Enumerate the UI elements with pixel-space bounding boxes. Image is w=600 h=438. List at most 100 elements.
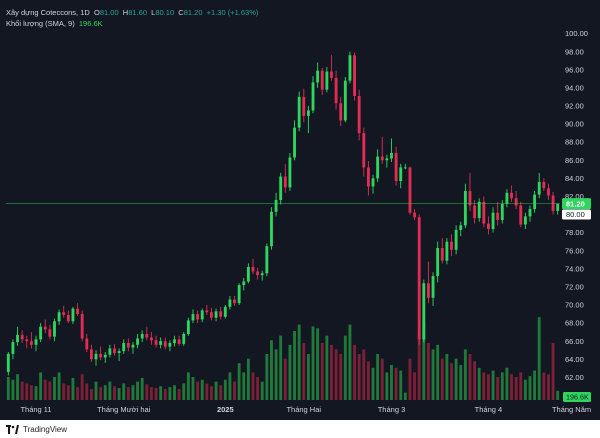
volume-bar — [440, 358, 444, 400]
volume-bar — [362, 349, 366, 400]
candle-body — [219, 311, 223, 317]
candle — [182, 332, 186, 346]
candle — [76, 303, 79, 316]
candle-body — [500, 203, 504, 220]
candle-body — [196, 314, 200, 320]
candle-body — [505, 192, 509, 204]
candle — [450, 234, 453, 257]
current-price-tag-bg — [562, 209, 591, 220]
volume-bar — [182, 383, 186, 400]
candle-body — [200, 310, 204, 320]
candle — [279, 172, 283, 205]
candle-body — [417, 217, 421, 340]
candle-body — [288, 157, 292, 188]
time-axis[interactable]: Tháng 11 Tháng Mười hai 2025 Tháng Hai Tháng… — [20, 405, 600, 414]
candle-body — [390, 153, 393, 159]
current-price-tag: 80.00 — [566, 210, 585, 219]
price-axis[interactable]: 60.0062.0064.0066.0068.0070.0072.0074.00… — [562, 29, 591, 402]
candle-body — [25, 339, 29, 342]
footer-branding[interactable]: TradingView — [6, 423, 67, 436]
candlestick-chart[interactable]: 60.0062.0064.0066.0068.0070.0072.0074.00… — [0, 0, 600, 420]
candle — [440, 238, 444, 264]
candle — [16, 326, 19, 346]
volume-bar — [371, 367, 375, 400]
volume-bar — [57, 372, 61, 400]
candle — [265, 243, 269, 277]
volume-bar — [366, 361, 370, 400]
volume-bar — [131, 385, 135, 400]
candle-body — [297, 96, 301, 128]
candle-body — [186, 320, 190, 334]
candle — [547, 183, 550, 201]
volume-bar — [53, 377, 56, 400]
brand-name: TradingView — [23, 425, 68, 434]
candle-body — [542, 181, 546, 189]
volume-bar — [283, 358, 287, 400]
candle — [297, 91, 301, 132]
volume-bar — [11, 379, 15, 400]
volume-bar — [353, 344, 356, 400]
candle — [390, 138, 393, 163]
candle-body — [477, 201, 481, 219]
volume-bar — [191, 377, 195, 400]
volume-bar — [251, 372, 255, 400]
candle-body — [283, 176, 287, 188]
volume-bar — [482, 372, 486, 400]
candle-body — [426, 283, 430, 298]
candle — [6, 352, 10, 376]
volume-bar — [491, 370, 495, 400]
volume-bar — [445, 354, 449, 400]
candle — [487, 216, 490, 235]
candle — [113, 343, 116, 356]
volume-bar — [43, 379, 47, 400]
volume-bar — [200, 379, 204, 400]
volume-bar — [99, 387, 103, 400]
volume-bar — [376, 354, 380, 400]
candle — [214, 308, 218, 322]
candle — [103, 352, 107, 363]
candle-body — [11, 342, 15, 354]
volume-bar — [468, 354, 472, 400]
volume-bar — [6, 377, 10, 400]
candle — [399, 163, 403, 189]
price-tick-label: 62.00 — [565, 373, 584, 382]
candle — [491, 207, 495, 233]
volume-bar — [357, 354, 361, 400]
volume-bar — [159, 386, 163, 400]
volume-bar — [422, 321, 426, 400]
change-value: +1.30 (+1.63%) — [206, 8, 259, 17]
candle-body — [311, 82, 315, 111]
volume-bar — [473, 361, 477, 400]
candle-body — [510, 192, 513, 199]
candle — [510, 185, 513, 202]
candle-body — [214, 311, 218, 318]
candle-body — [113, 348, 116, 353]
candle-body — [237, 285, 241, 304]
candle — [62, 305, 66, 318]
candle — [468, 172, 472, 211]
candle — [53, 318, 56, 342]
volume-bar — [343, 335, 347, 400]
candle — [223, 305, 227, 319]
candle — [371, 174, 375, 194]
candle — [334, 70, 338, 110]
volume-bar — [533, 370, 537, 400]
volume-bar — [547, 374, 550, 400]
candle — [136, 333, 139, 349]
volume-bar — [380, 358, 384, 400]
candle-body — [523, 216, 527, 225]
volume-bar — [334, 349, 338, 400]
candle — [251, 258, 255, 275]
candle-body — [34, 339, 38, 345]
volume-bar — [537, 317, 541, 400]
candle — [186, 317, 190, 336]
candle-body — [528, 209, 532, 217]
candle-body — [85, 338, 89, 350]
candle-body — [440, 248, 444, 261]
volume-bar — [551, 342, 555, 400]
candle — [445, 238, 449, 265]
volume-bar — [145, 384, 149, 400]
candle-body — [385, 158, 389, 161]
volume-bar — [168, 387, 172, 400]
candle-body — [274, 200, 278, 212]
